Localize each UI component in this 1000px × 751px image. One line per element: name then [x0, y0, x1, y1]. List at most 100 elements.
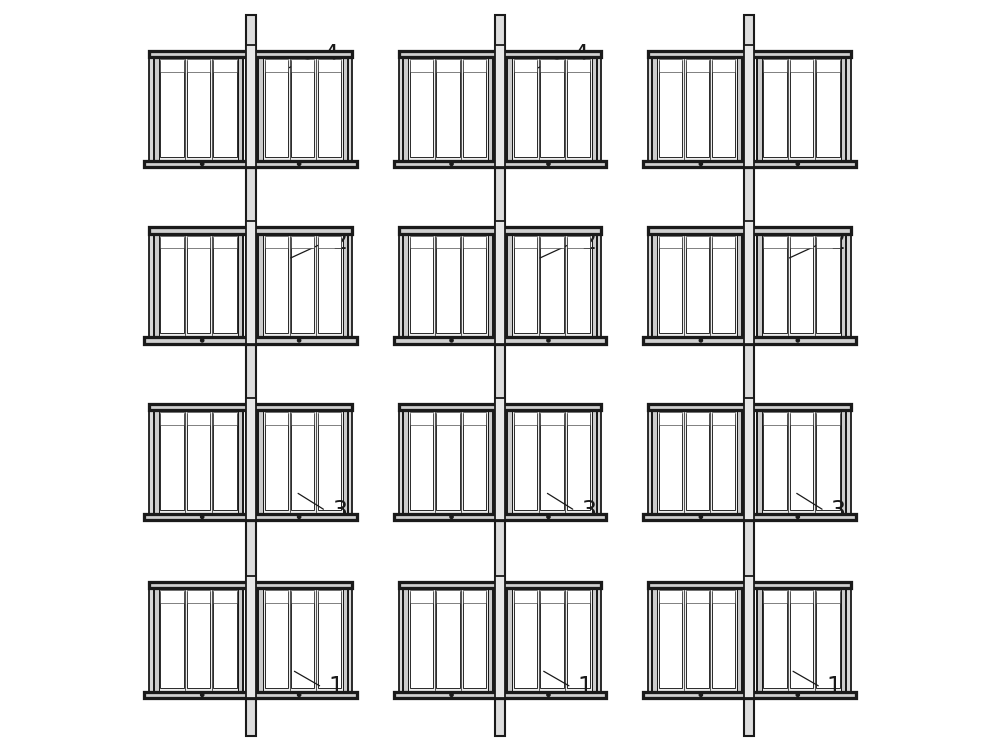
Bar [648, 234, 652, 337]
Bar [272, 692, 279, 698]
Bar [575, 161, 583, 167]
Bar [258, 410, 263, 514]
Bar [507, 410, 597, 514]
Bar [154, 588, 243, 692]
Bar [763, 238, 787, 333]
Bar [712, 415, 735, 509]
Bar [213, 236, 237, 248]
Circle shape [796, 515, 799, 518]
Bar [667, 337, 674, 343]
Bar [514, 593, 537, 687]
Bar [291, 59, 314, 71]
Bar [213, 62, 237, 156]
Bar [659, 593, 682, 687]
Bar [436, 238, 460, 333]
Bar [648, 581, 851, 588]
Bar [567, 590, 590, 602]
Bar [507, 234, 597, 337]
Bar [495, 576, 505, 698]
Bar [825, 161, 832, 167]
Bar [417, 514, 425, 520]
Bar [410, 590, 433, 602]
Bar [488, 588, 493, 692]
Bar [403, 588, 408, 692]
Circle shape [201, 339, 204, 342]
Bar [712, 236, 735, 248]
Bar [763, 412, 787, 424]
Bar [659, 238, 682, 333]
Bar [213, 412, 237, 424]
Bar [154, 57, 243, 161]
Bar [540, 593, 564, 687]
Bar [399, 581, 601, 588]
Bar [343, 588, 348, 692]
Bar [417, 161, 425, 167]
Bar [258, 57, 348, 161]
Bar [265, 593, 288, 687]
Bar [846, 234, 851, 337]
Bar [575, 514, 583, 520]
Bar [597, 234, 601, 337]
Bar [686, 412, 709, 424]
Bar [471, 514, 478, 520]
Bar [763, 62, 787, 156]
Bar [187, 412, 210, 424]
Bar [712, 62, 735, 156]
Bar [403, 588, 493, 692]
Circle shape [201, 515, 204, 518]
Bar [567, 415, 590, 509]
Bar [488, 410, 493, 514]
Bar [213, 59, 237, 71]
Bar [652, 410, 742, 514]
Bar [436, 62, 460, 156]
Bar [318, 62, 341, 156]
Bar [816, 236, 840, 248]
Bar [540, 415, 564, 509]
Bar [403, 57, 408, 161]
Bar [757, 57, 846, 161]
Bar [540, 62, 564, 156]
Bar [825, 692, 832, 698]
Bar [643, 514, 856, 520]
Bar [318, 415, 341, 509]
Bar [154, 57, 243, 161]
Bar [841, 57, 846, 161]
Bar [463, 59, 486, 71]
Bar [403, 234, 408, 337]
Bar [160, 415, 184, 509]
Bar [326, 514, 333, 520]
Bar [265, 238, 288, 333]
Bar [763, 236, 787, 248]
Bar [507, 588, 512, 692]
Bar [471, 337, 478, 343]
Bar [790, 59, 813, 71]
Bar [222, 337, 229, 343]
Circle shape [547, 515, 550, 518]
Bar [265, 62, 288, 156]
Text: 1: 1 [827, 675, 842, 699]
Bar [187, 590, 210, 602]
Bar [213, 415, 237, 509]
Bar [291, 62, 314, 156]
Bar [540, 590, 564, 602]
Bar [343, 57, 348, 161]
Bar [399, 227, 601, 234]
Bar [507, 57, 512, 161]
Bar [757, 410, 762, 514]
Bar [771, 692, 778, 698]
Bar [567, 236, 590, 248]
Bar [659, 59, 682, 71]
Bar [410, 238, 433, 333]
Bar [187, 236, 210, 248]
Circle shape [547, 339, 550, 342]
Bar [265, 415, 288, 509]
Bar [187, 593, 210, 687]
Bar [652, 410, 742, 514]
Bar [238, 234, 243, 337]
Bar [567, 59, 590, 71]
Bar [790, 236, 813, 248]
Bar [643, 692, 856, 698]
Bar [712, 593, 735, 687]
Bar [291, 593, 314, 687]
Bar [757, 57, 846, 161]
